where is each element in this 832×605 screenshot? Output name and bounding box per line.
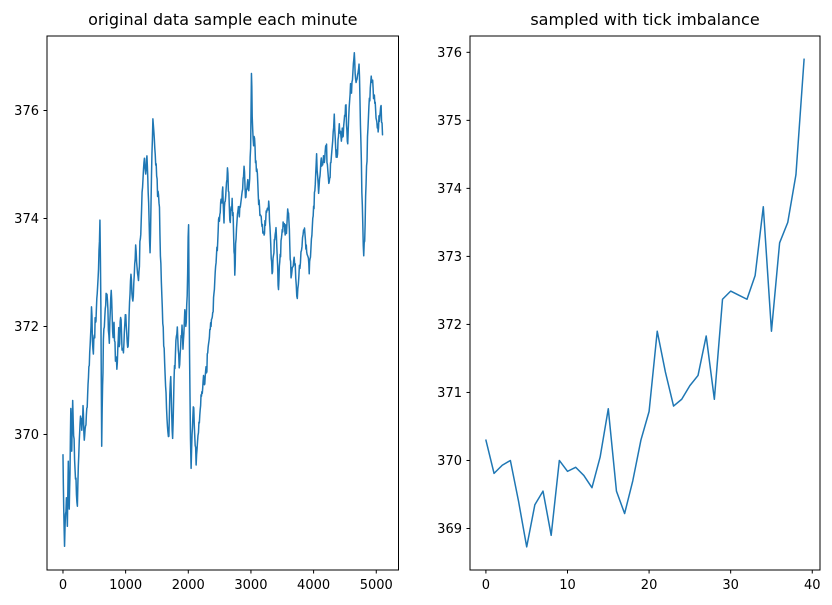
x-tick-label: 0 — [482, 578, 490, 593]
data-series-line — [62, 52, 384, 548]
x-tick-label: 0 — [59, 578, 67, 593]
axes-frame — [469, 35, 821, 571]
right-subplot: 0 10 20 30 40 369 370 371 372 373 374 375 376 — [437, 35, 821, 593]
y-tick-label: 371 — [437, 386, 462, 401]
plots-layer: 0 1000 2000 3000 4000 5000 370 372 374 376 0 10 20 30… — [14, 35, 821, 593]
x-tick-label: 10 — [559, 578, 576, 593]
axes-frame — [46, 35, 399, 571]
left-plot-title: original data sample each minute — [88, 10, 357, 29]
y-tick-label: 369 — [437, 522, 462, 537]
y-tick-label: 374 — [14, 212, 39, 227]
data-series-line — [485, 58, 805, 548]
x-tick-label: 20 — [641, 578, 658, 593]
y-tick-label: 373 — [437, 250, 462, 265]
x-tick-label: 30 — [722, 578, 739, 593]
y-tick-label: 376 — [14, 104, 39, 119]
y-tick-label: 375 — [437, 114, 462, 129]
x-tick-label: 4000 — [297, 578, 330, 593]
x-tick-label: 1000 — [109, 578, 142, 593]
x-tick-label: 2000 — [172, 578, 205, 593]
y-tick-label: 370 — [14, 428, 39, 443]
y-tick-label: 372 — [437, 318, 462, 333]
right-plot-title: sampled with tick imbalance — [530, 10, 759, 29]
y-tick-label: 372 — [14, 320, 39, 335]
left-subplot: 0 1000 2000 3000 4000 5000 370 372 374 376 — [14, 35, 399, 593]
x-tick-label: 3000 — [234, 578, 267, 593]
x-tick-label: 40 — [804, 578, 821, 593]
y-tick-label: 376 — [437, 46, 462, 61]
y-tick-label: 370 — [437, 454, 462, 469]
y-tick-label: 374 — [437, 182, 462, 197]
x-tick-label: 5000 — [360, 578, 393, 593]
